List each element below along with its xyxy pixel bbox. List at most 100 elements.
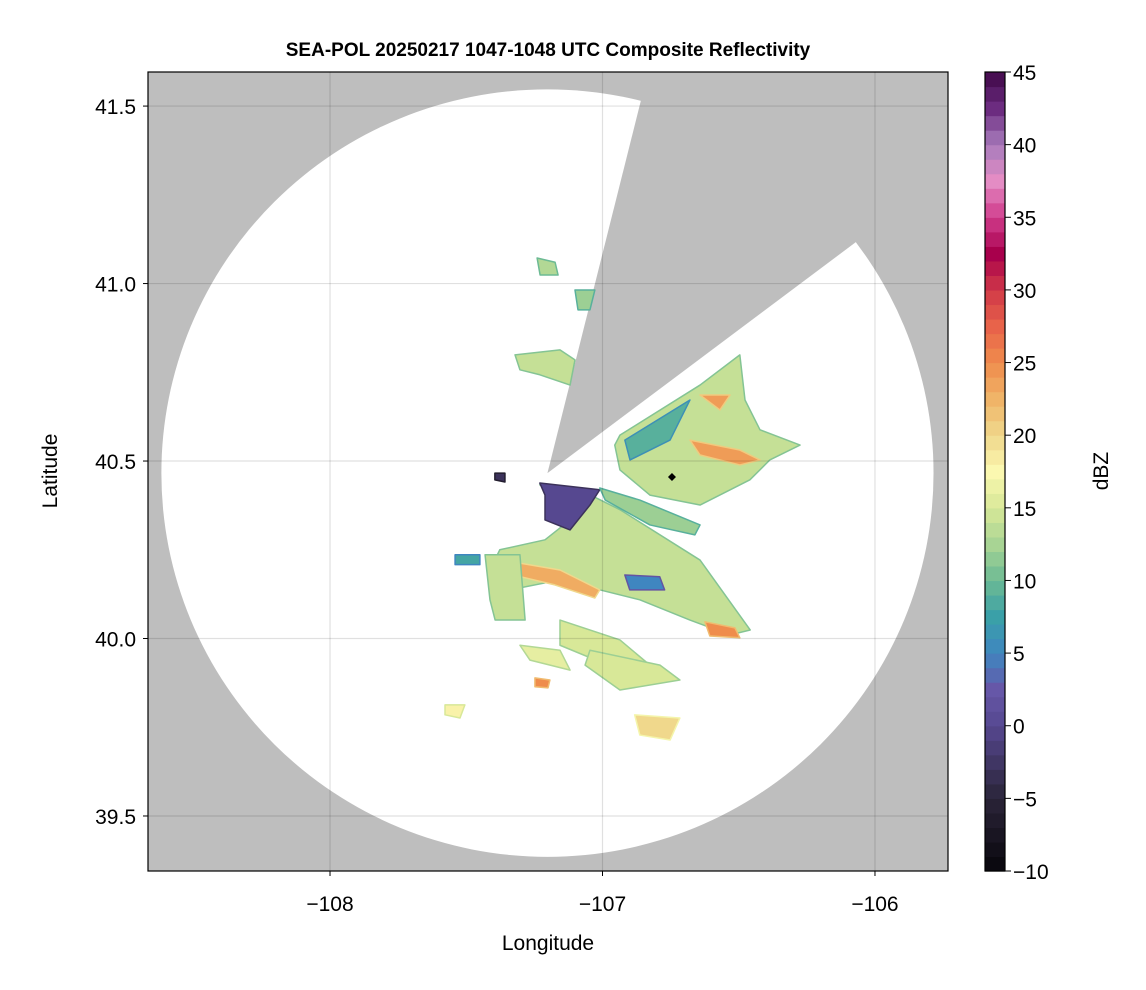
- colorbar-bin: [985, 638, 1005, 654]
- colorbar-bin: [985, 507, 1005, 523]
- colorbar-bin: [985, 260, 1005, 276]
- location-marker: [667, 473, 676, 482]
- colorbar-bin: [985, 522, 1005, 538]
- plot-area: [148, 72, 948, 871]
- echo-region: [699, 394, 731, 411]
- gridlines: [148, 72, 948, 871]
- colorbar-tick-label: 0: [1013, 716, 1025, 739]
- colorbar-bin: [985, 449, 1005, 465]
- colorbar-bin: [985, 725, 1005, 741]
- echo-region: [614, 354, 801, 506]
- colorbar-bin: [985, 86, 1005, 102]
- colorbar-bin: [985, 72, 1005, 88]
- colorbar-tick-label: 20: [1013, 425, 1036, 448]
- colorbar-bin: [985, 377, 1005, 393]
- colorbar-bin: [985, 406, 1005, 422]
- colorbar-tick-label: 25: [1013, 353, 1036, 376]
- x-tick-label: −107: [579, 893, 626, 916]
- colorbar-bin: [985, 856, 1005, 872]
- colorbar-tick-label: −10: [1013, 861, 1049, 884]
- x-axis: −108 −107 −106: [306, 871, 899, 916]
- echo-region: [514, 349, 576, 386]
- colorbar-tick-label: 15: [1013, 498, 1036, 521]
- colorbar-tick-label: 35: [1013, 207, 1036, 230]
- colorbar-bin: [985, 101, 1005, 117]
- echo-region: [484, 553, 526, 621]
- colorbar-bin: [985, 217, 1005, 233]
- colorbar-bin: [985, 362, 1005, 378]
- colorbar-bin: [985, 536, 1005, 552]
- colorbar-bin: [985, 682, 1005, 698]
- echo-region: [574, 289, 596, 311]
- colorbar-bin: [985, 348, 1005, 364]
- colorbar-bin: [985, 812, 1005, 829]
- overlay: [667, 473, 676, 482]
- colorbar-bin: [985, 289, 1005, 306]
- colorbar-bin: [985, 624, 1005, 640]
- colorbar-bin: [985, 115, 1005, 131]
- colorbar: −10 −5 0 5 10 15 20 25 30 35 40 45: [984, 62, 1049, 884]
- colorbar-bin: [985, 594, 1005, 611]
- y-tick-label: 41.0: [95, 274, 136, 297]
- colorbar-tick-label: 5: [1013, 643, 1025, 666]
- colorbar-bin: [985, 391, 1005, 407]
- y-tick-label: 39.5: [95, 806, 136, 829]
- echo-region: [519, 644, 571, 671]
- echo-region: [454, 553, 481, 566]
- colorbar-bin: [985, 435, 1005, 451]
- colorbar-bin: [985, 696, 1005, 712]
- colorbar-bin: [985, 318, 1005, 335]
- colorbar-bin: [985, 653, 1005, 669]
- colorbar-bin: [985, 769, 1005, 785]
- y-axis: 39.5 40.0 40.5 41.0 41.5: [95, 96, 148, 829]
- colorbar-bin: [985, 609, 1005, 625]
- colorbar-bin: [985, 188, 1005, 204]
- colorbar-bin: [985, 565, 1005, 582]
- y-tick-label: 40.0: [95, 629, 136, 652]
- colorbar-bin: [985, 420, 1005, 436]
- colorbar-bin: [985, 246, 1005, 262]
- y-tick-label: 41.5: [95, 96, 136, 119]
- echo-region: [584, 649, 681, 691]
- x-tick-label: −106: [851, 893, 898, 916]
- colorbar-bin: [985, 478, 1005, 494]
- x-axis-label: Longitude: [502, 932, 594, 955]
- colorbar-bin: [985, 754, 1005, 770]
- colorbar-bin: [985, 275, 1005, 291]
- colorbar-bin: [985, 711, 1005, 727]
- plot-frame: [147, 71, 949, 872]
- echo-region: [534, 677, 551, 689]
- blocked-sector: [547, 72, 948, 474]
- colorbar-bin: [985, 827, 1005, 843]
- colorbar-bin: [985, 202, 1005, 218]
- colorbar-tick-label: −5: [1013, 788, 1037, 811]
- colorbar-bin: [985, 304, 1005, 320]
- colorbar-bin: [985, 783, 1005, 799]
- colorbar-tick-label: 30: [1013, 280, 1036, 303]
- colorbar-bin: [985, 173, 1005, 189]
- echo-region: [624, 574, 666, 591]
- colorbar-bin: [985, 580, 1005, 596]
- y-axis-label: Latitude: [39, 434, 62, 509]
- colorbar-tick-label: 45: [1013, 62, 1036, 85]
- echo-region: [624, 399, 691, 461]
- colorbar-bin: [985, 493, 1005, 509]
- colorbar-bin: [985, 798, 1005, 814]
- echo-region: [689, 439, 761, 466]
- echo-region: [536, 257, 559, 276]
- colorbar-tick-label: 10: [1013, 570, 1036, 593]
- colorbar-bin: [985, 130, 1005, 146]
- colorbar-bin: [985, 551, 1005, 567]
- colorbar-frame: [984, 71, 1006, 872]
- echo-region: [599, 487, 701, 536]
- colorbar-label: dBZ: [1090, 452, 1113, 491]
- echo-region: [633, 714, 681, 741]
- colorbar-bin: [985, 144, 1005, 160]
- colorbar-bin: [985, 667, 1005, 683]
- colorbar-bin: [985, 231, 1005, 247]
- colorbar-bin: [985, 464, 1005, 480]
- colorbar-bin: [985, 159, 1005, 175]
- y-tick-label: 40.5: [95, 451, 136, 474]
- colorbar-bin: [985, 740, 1005, 756]
